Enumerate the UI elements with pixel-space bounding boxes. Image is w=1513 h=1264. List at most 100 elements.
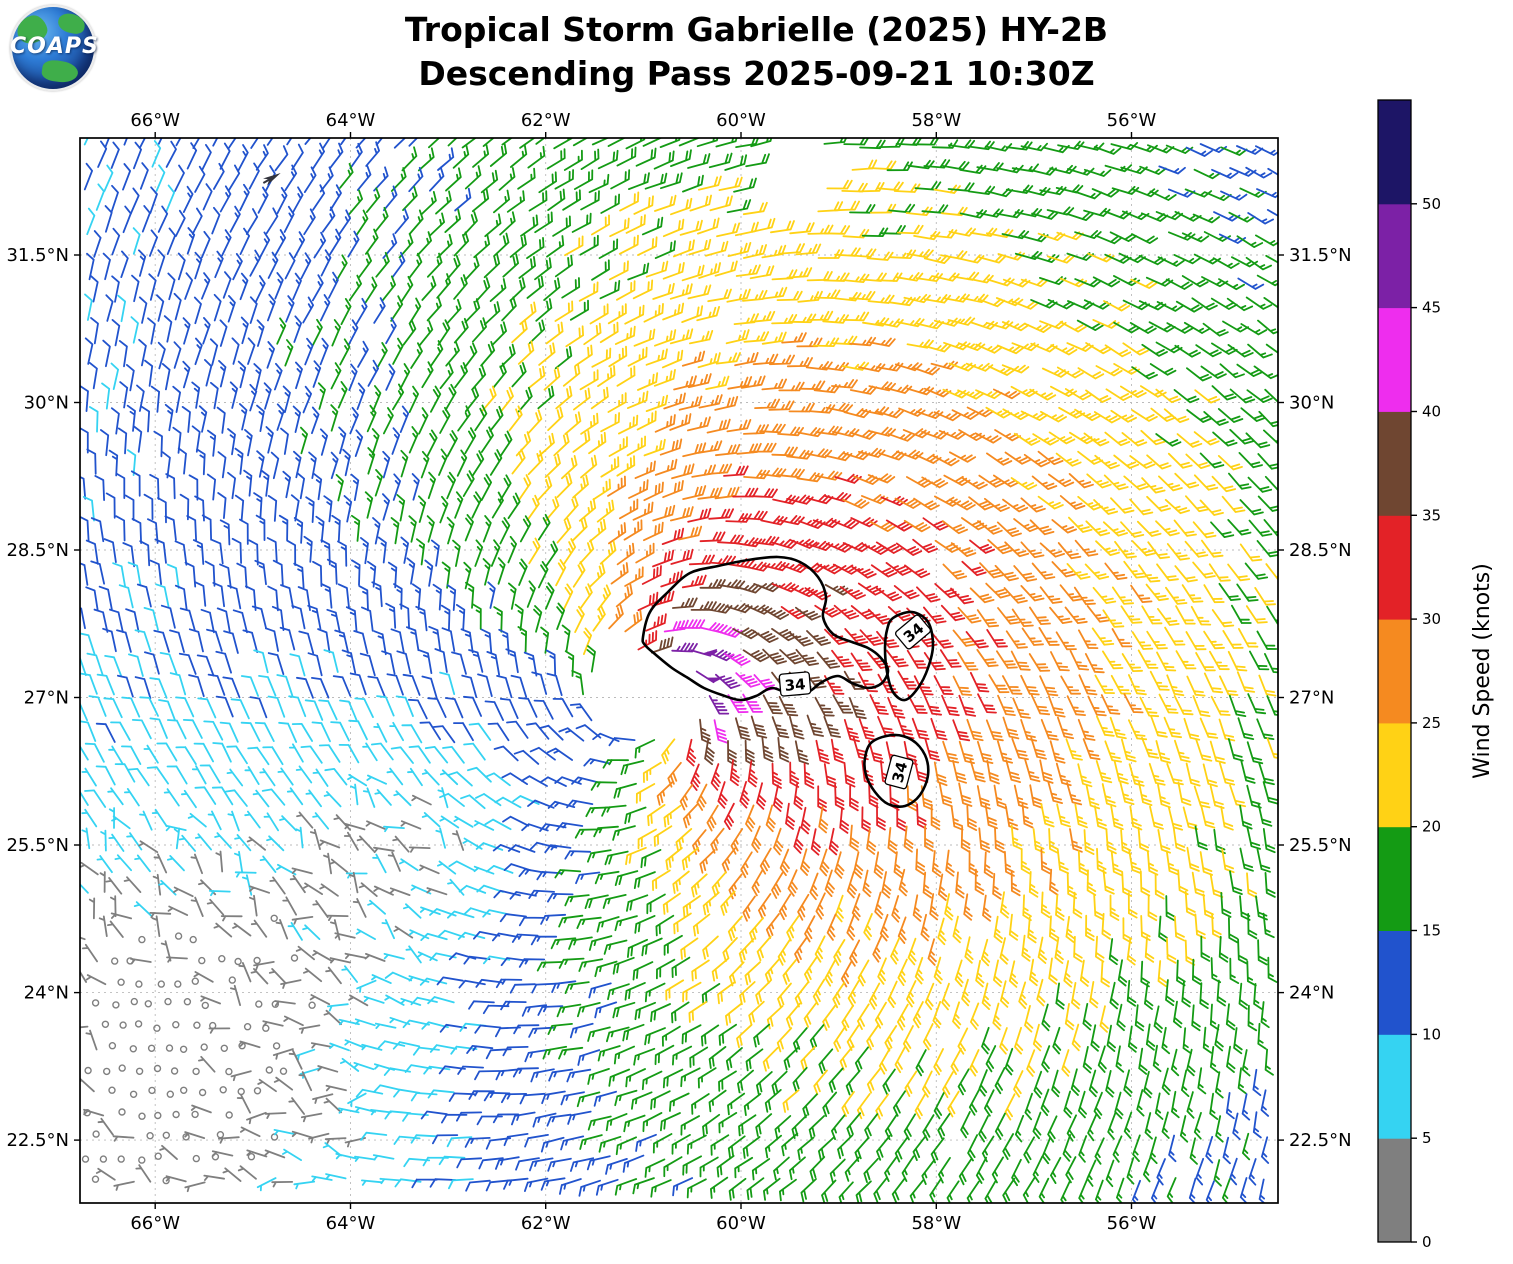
- wind-barb: [697, 175, 722, 191]
- wind-barb: [193, 742, 214, 763]
- wind-barb: [1095, 234, 1123, 245]
- wind-barb: [1078, 674, 1098, 696]
- wind-barb: [597, 149, 619, 170]
- wind-barb: [1228, 694, 1247, 717]
- wind-barb: [153, 853, 168, 874]
- calm-wind-marker: [172, 1110, 180, 1119]
- wind-barb: [979, 562, 1004, 579]
- wind-barb: [311, 274, 324, 302]
- wind-barb: [749, 265, 775, 280]
- wind-barb: [1211, 475, 1236, 493]
- wind-barb: [482, 515, 492, 543]
- wind-barb: [347, 1092, 367, 1108]
- wind-barb: [312, 812, 330, 830]
- wind-barb: [746, 1177, 765, 1201]
- calm-wind-marker: [198, 1088, 207, 1097]
- wind-barb: [796, 337, 823, 348]
- wind-barb: [682, 981, 702, 1003]
- wind-barb: [424, 746, 449, 764]
- figure-title: Tropical Storm Gabrielle (2025) HY-2B De…: [0, 8, 1513, 95]
- wind-barb: [278, 721, 298, 743]
- wind-barb: [1244, 562, 1269, 580]
- wind-barb: [909, 1179, 924, 1203]
- wind-barb: [1248, 519, 1273, 537]
- wind-barb: [625, 846, 647, 866]
- wind-barb: [463, 695, 482, 717]
- wind-barb: [284, 164, 298, 192]
- wind-barb: [408, 297, 422, 325]
- wind-barb: [178, 652, 197, 675]
- wind-barb: [298, 1071, 313, 1092]
- wind-barb: [484, 700, 504, 721]
- wind-barb: [698, 262, 721, 279]
- wind-barb: [236, 1094, 251, 1114]
- calm-wind-marker: [118, 1064, 126, 1072]
- wind-barb: [453, 317, 469, 344]
- wind-barb: [1149, 805, 1164, 830]
- wind-barb: [546, 1113, 572, 1127]
- wind-barb: [399, 858, 419, 872]
- wind-barb: [325, 966, 342, 985]
- wind-barb: [974, 432, 1002, 444]
- wind-barb: [614, 325, 636, 345]
- wind-barb: [961, 517, 988, 531]
- wind-barb: [473, 820, 495, 831]
- wind-barb: [93, 230, 102, 258]
- wind-barb: [850, 565, 877, 579]
- wind-barb: [1145, 583, 1169, 602]
- wind-barb: [129, 187, 140, 215]
- wind-barb: [653, 369, 676, 387]
- wind-barb: [564, 894, 590, 907]
- wind-barb: [1240, 407, 1266, 422]
- wind-barb: [1263, 429, 1278, 445]
- wind-barb: [599, 321, 619, 344]
- wind-barb: [1173, 389, 1200, 404]
- wind-barb: [1255, 895, 1268, 921]
- wind-barb: [213, 293, 222, 322]
- wind-barb: [869, 160, 897, 170]
- wind-barb: [878, 1047, 891, 1075]
- wind-barb: [537, 513, 551, 541]
- wind-barb: [428, 138, 441, 149]
- wind-barb: [1048, 431, 1076, 445]
- wind-barb: [441, 627, 456, 652]
- wind-barb: [1181, 1069, 1190, 1097]
- wind-barb: [970, 1002, 980, 1030]
- wind-barb: [88, 695, 107, 717]
- wind-barb: [798, 518, 826, 529]
- wind-barb: [877, 715, 896, 738]
- wind-barb: [699, 849, 716, 874]
- wind-barb: [298, 1024, 321, 1034]
- wind-barb: [448, 952, 477, 961]
- wind-barb: [963, 893, 973, 921]
- wind-barb: [437, 319, 451, 346]
- wind-barb: [181, 406, 191, 433]
- wind-barb: [634, 460, 656, 479]
- wind-barb: [1094, 674, 1115, 694]
- wind-barb: [468, 649, 484, 673]
- wind-barb: [517, 340, 535, 365]
- wind-barb: [295, 361, 303, 390]
- globe-icon: [10, 5, 96, 91]
- wind-barb: [1143, 1070, 1153, 1099]
- wind-barb: [984, 804, 998, 830]
- wind-barb: [599, 280, 621, 300]
- calm-wind-marker: [101, 1020, 110, 1029]
- wind-barb: [465, 1179, 491, 1192]
- wind-barb: [1028, 653, 1051, 672]
- wind-barb: [986, 452, 1013, 466]
- wind-barb: [492, 844, 521, 853]
- wind-barb: [240, 675, 259, 697]
- wind-barb: [726, 199, 752, 214]
- wind-barb: [946, 1180, 960, 1203]
- wind-barb: [1076, 319, 1104, 331]
- wind-barb: [716, 222, 741, 238]
- wind-barb: [110, 895, 117, 918]
- wind-barb: [126, 404, 136, 432]
- wind-barb: [95, 183, 105, 211]
- wind-barb: [556, 602, 565, 630]
- wind-barb: [1113, 321, 1141, 334]
- wind-barb: [528, 319, 546, 344]
- wind-barb: [1084, 653, 1105, 674]
